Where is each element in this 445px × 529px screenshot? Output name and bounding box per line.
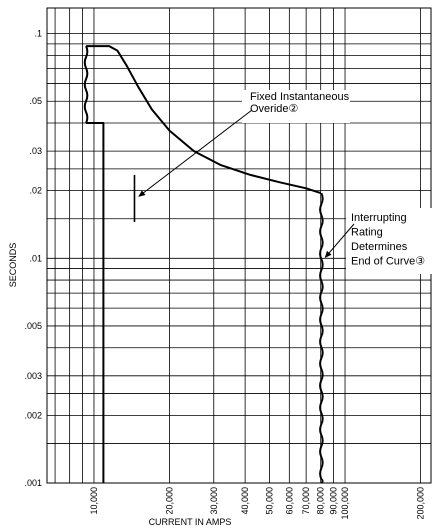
x-tick-label: 20,000 [165, 487, 175, 515]
annotation-background [346, 208, 443, 274]
y-axis-title: SECONDS [8, 243, 18, 288]
y-tick-label: .03 [29, 146, 42, 156]
x-axis-ticks: 10,000 20,000 30,000 40,000 50,000 60,000 70,0… [89, 487, 426, 520]
x-tick-label: 90,000 [329, 487, 339, 515]
annotation-text: End of Curve③ [351, 256, 425, 268]
x-tick-label: 10,000 [89, 487, 99, 515]
series-layer [83, 45, 324, 484]
x-tick-label: 50,000 [264, 487, 274, 515]
annotation-text: Overide② [250, 103, 299, 115]
annotation-text: Interrupting [351, 212, 407, 224]
x-tick-label: 80,000 [316, 487, 326, 515]
x-axis-title: CURRENT IN AMPS [149, 517, 232, 527]
y-tick-label: .003 [24, 371, 42, 381]
y-tick-label: .1 [34, 29, 42, 39]
y-tick-label: .002 [24, 410, 42, 420]
curve-series-line [86, 122, 105, 483]
y-tick-label: .001 [24, 478, 42, 488]
y-tick-label: .01 [29, 253, 42, 263]
y-tick-label: .02 [29, 186, 42, 196]
annotation-arrow [324, 223, 355, 259]
annotation-text: Rating [351, 227, 383, 239]
wavy-break-line [83, 45, 89, 124]
x-tick-label: 100,000 [340, 487, 350, 520]
y-tick-label: .005 [24, 321, 42, 331]
annotation-text: Fixed Instantaneous [250, 91, 350, 103]
wavy-break-line [319, 192, 324, 484]
x-tick-label: 200,000 [416, 487, 426, 520]
x-tick-label: 40,000 [240, 487, 250, 515]
annotation-arrow [138, 109, 253, 197]
y-tick-label: .05 [29, 96, 42, 106]
x-tick-label: 70,000 [301, 487, 311, 515]
annotation-text: Determines [351, 241, 408, 253]
curve-series-line [86, 45, 322, 195]
x-tick-label: 30,000 [209, 487, 219, 515]
x-tick-label: 60,000 [284, 487, 294, 515]
annotation-background [242, 90, 350, 123]
y-axis-ticks: .1 .05 .03 .02 .01 .005 .003 .002 .001 [24, 29, 42, 488]
